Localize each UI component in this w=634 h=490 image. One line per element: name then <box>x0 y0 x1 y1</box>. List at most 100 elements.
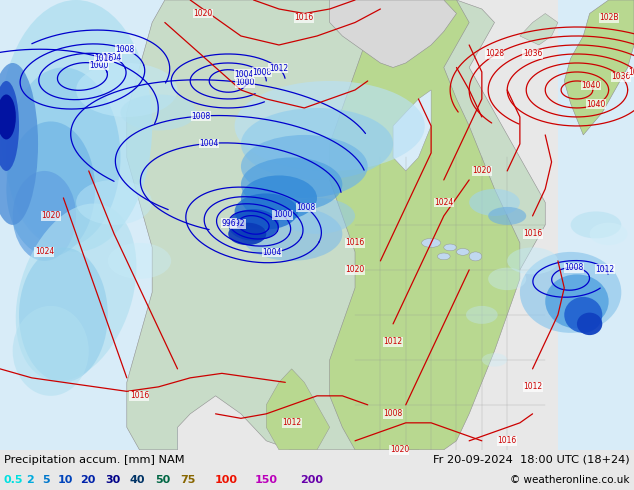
Ellipse shape <box>488 268 526 290</box>
Ellipse shape <box>241 108 393 180</box>
Text: 1012: 1012 <box>523 382 542 392</box>
Ellipse shape <box>76 180 152 225</box>
Ellipse shape <box>0 95 16 140</box>
Text: 1016: 1016 <box>130 392 149 400</box>
Ellipse shape <box>13 306 89 396</box>
Text: 1024: 1024 <box>35 247 54 256</box>
Polygon shape <box>558 0 634 450</box>
Text: 1012: 1012 <box>269 64 288 73</box>
Text: 1028: 1028 <box>485 49 504 58</box>
Text: 102B: 102B <box>599 14 618 23</box>
Polygon shape <box>266 369 330 450</box>
Ellipse shape <box>422 239 441 247</box>
Ellipse shape <box>577 313 602 335</box>
Text: 1004: 1004 <box>200 139 219 148</box>
Ellipse shape <box>6 68 120 247</box>
Ellipse shape <box>235 81 425 171</box>
Ellipse shape <box>241 135 368 198</box>
Text: 1020: 1020 <box>193 9 212 18</box>
Ellipse shape <box>108 243 171 279</box>
Text: 100: 100 <box>215 475 238 485</box>
Ellipse shape <box>279 198 355 234</box>
Text: 1016: 1016 <box>94 54 113 63</box>
Text: 1016: 1016 <box>295 14 314 23</box>
Ellipse shape <box>564 297 602 333</box>
Text: 1000: 1000 <box>235 78 255 87</box>
Text: 1040: 1040 <box>586 100 605 109</box>
Text: 1000: 1000 <box>89 61 109 70</box>
Text: 30: 30 <box>105 475 120 485</box>
Ellipse shape <box>488 207 526 225</box>
Text: 1024: 1024 <box>434 198 453 207</box>
Text: 1016: 1016 <box>346 239 365 247</box>
Ellipse shape <box>482 353 507 367</box>
Text: 1032: 1032 <box>628 68 634 77</box>
Text: 1020: 1020 <box>472 167 491 175</box>
Ellipse shape <box>456 248 469 255</box>
Polygon shape <box>393 90 431 171</box>
Text: 1012: 1012 <box>282 418 301 427</box>
Text: 75: 75 <box>180 475 195 485</box>
Polygon shape <box>520 14 558 45</box>
Text: 1004: 1004 <box>234 70 254 79</box>
Text: 1008: 1008 <box>564 263 583 272</box>
Ellipse shape <box>444 244 456 251</box>
Text: 1012: 1012 <box>384 337 403 346</box>
Ellipse shape <box>120 95 197 130</box>
Ellipse shape <box>76 63 178 117</box>
Text: 1036: 1036 <box>612 73 631 81</box>
Text: 150: 150 <box>255 475 278 485</box>
Text: 1008: 1008 <box>296 203 316 212</box>
Text: 1008: 1008 <box>115 45 135 53</box>
Text: 200: 200 <box>300 475 323 485</box>
Ellipse shape <box>0 63 38 225</box>
Text: 40: 40 <box>130 475 145 485</box>
Text: 1008: 1008 <box>191 112 210 121</box>
Text: 1004: 1004 <box>103 52 122 62</box>
Ellipse shape <box>19 247 108 382</box>
Ellipse shape <box>241 207 342 261</box>
Text: 50: 50 <box>155 475 171 485</box>
Text: 1040: 1040 <box>581 81 600 90</box>
Ellipse shape <box>507 247 558 274</box>
Text: 2: 2 <box>26 475 34 485</box>
Ellipse shape <box>228 209 279 241</box>
Text: 1036: 1036 <box>523 49 542 58</box>
Ellipse shape <box>235 194 298 229</box>
Text: 1020: 1020 <box>390 445 409 454</box>
Polygon shape <box>564 0 634 135</box>
Text: 20: 20 <box>80 475 95 485</box>
Ellipse shape <box>16 203 136 381</box>
Ellipse shape <box>469 252 482 261</box>
Ellipse shape <box>0 81 19 171</box>
Ellipse shape <box>228 222 266 245</box>
Text: 1000: 1000 <box>273 210 292 220</box>
Text: 992: 992 <box>231 220 245 228</box>
Ellipse shape <box>590 222 628 245</box>
Text: Precipitation accum. [mm] NAM: Precipitation accum. [mm] NAM <box>4 455 184 465</box>
Ellipse shape <box>6 122 95 256</box>
Ellipse shape <box>0 0 152 252</box>
Text: 1004: 1004 <box>262 248 281 257</box>
Polygon shape <box>330 0 456 68</box>
Ellipse shape <box>466 306 498 324</box>
Text: 10: 10 <box>58 475 74 485</box>
Ellipse shape <box>520 252 621 333</box>
Text: Fr 20-09-2024  18:00 UTC (18+24): Fr 20-09-2024 18:00 UTC (18+24) <box>434 455 630 465</box>
Text: 1012: 1012 <box>595 265 614 274</box>
Ellipse shape <box>469 189 520 216</box>
Ellipse shape <box>13 171 76 261</box>
Text: 1008: 1008 <box>252 68 271 77</box>
Polygon shape <box>0 0 178 450</box>
Text: 996: 996 <box>222 219 236 228</box>
Text: © weatheronline.co.uk: © weatheronline.co.uk <box>510 475 630 485</box>
Polygon shape <box>330 0 520 450</box>
Text: 1020: 1020 <box>41 211 60 220</box>
Text: 0.5: 0.5 <box>4 475 23 485</box>
Ellipse shape <box>571 211 621 239</box>
Ellipse shape <box>437 253 450 260</box>
Polygon shape <box>127 0 545 450</box>
Text: 1008: 1008 <box>384 409 403 418</box>
Text: 1020: 1020 <box>346 266 365 274</box>
Text: 1016: 1016 <box>498 436 517 445</box>
